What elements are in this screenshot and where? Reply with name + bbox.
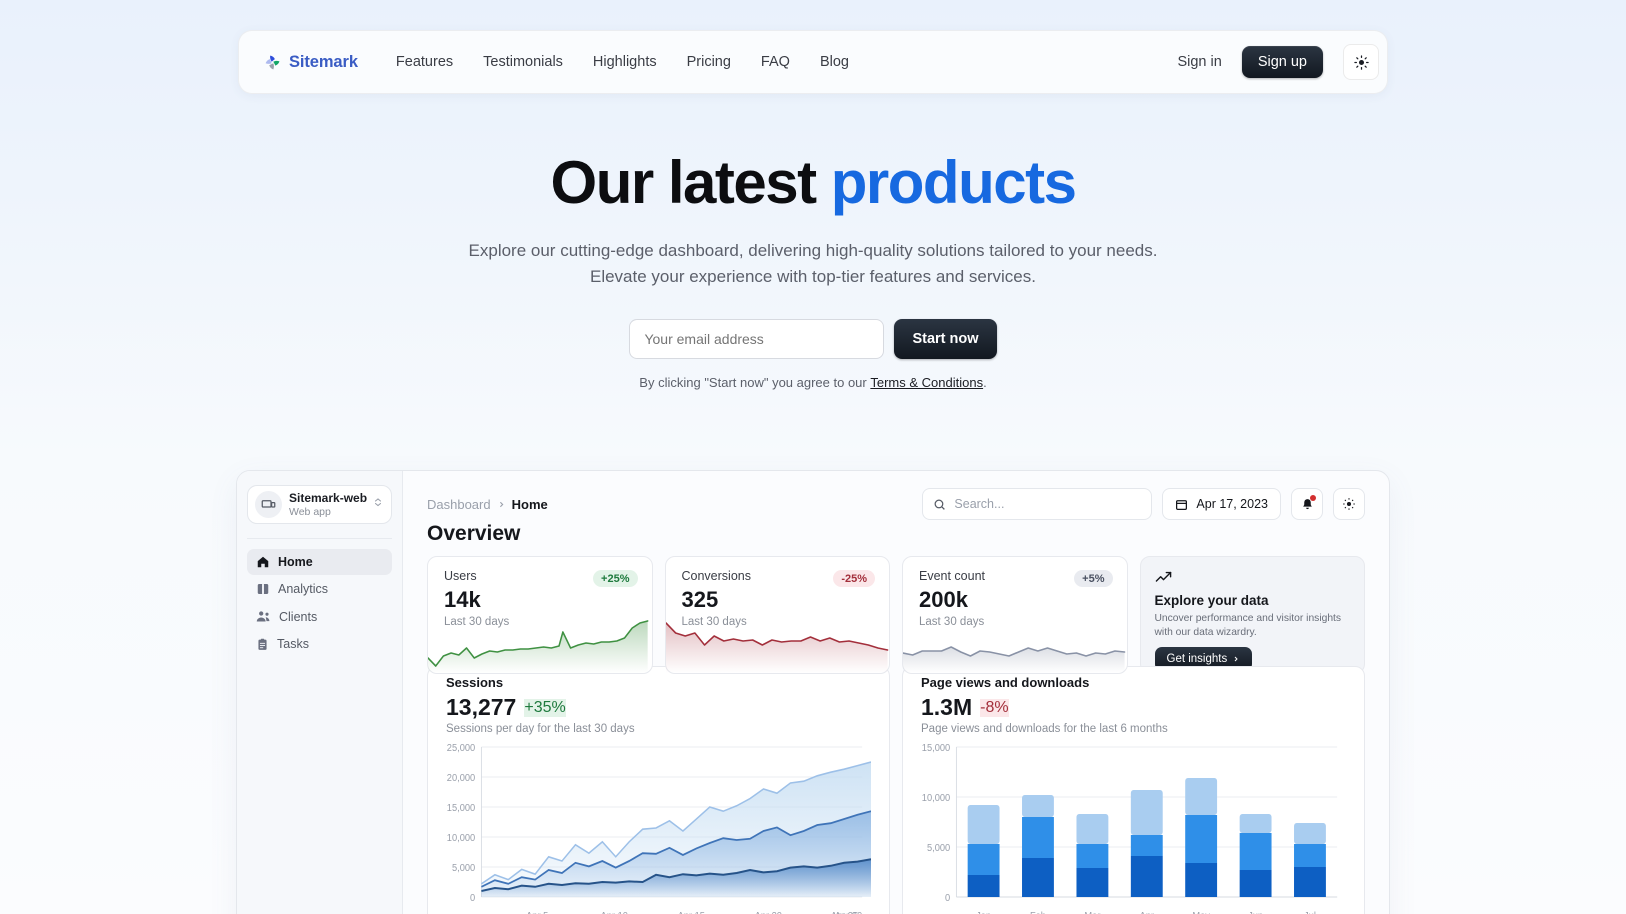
- svg-text:10,000: 10,000: [447, 833, 476, 845]
- svg-text:5,000: 5,000: [927, 843, 951, 855]
- svg-text:15,000: 15,000: [447, 803, 476, 815]
- svg-text:15,000: 15,000: [922, 743, 951, 755]
- svg-text:5,000: 5,000: [452, 863, 476, 875]
- svg-text:Apr 5: Apr 5: [526, 911, 549, 914]
- svg-text:Mar: Mar: [1084, 911, 1101, 914]
- svg-text:Apr: Apr: [1140, 911, 1155, 914]
- svg-text:Feb: Feb: [1030, 911, 1046, 914]
- svg-text:Apr 10: Apr 10: [601, 911, 629, 914]
- svg-text:May: May: [1192, 911, 1210, 914]
- svg-text:Jan: Jan: [976, 911, 991, 914]
- svg-text:Apr 30: Apr 30: [835, 911, 863, 914]
- svg-text:Apr 20: Apr 20: [755, 911, 783, 914]
- svg-text:20,000: 20,000: [447, 773, 476, 785]
- svg-text:0: 0: [945, 893, 951, 905]
- svg-text:Jun: Jun: [1248, 911, 1263, 914]
- svg-text:Jul: Jul: [1304, 911, 1316, 914]
- svg-text:Apr 15: Apr 15: [678, 911, 706, 914]
- svg-text:0: 0: [470, 893, 476, 905]
- svg-text:10,000: 10,000: [922, 793, 951, 805]
- svg-text:25,000: 25,000: [447, 743, 476, 755]
